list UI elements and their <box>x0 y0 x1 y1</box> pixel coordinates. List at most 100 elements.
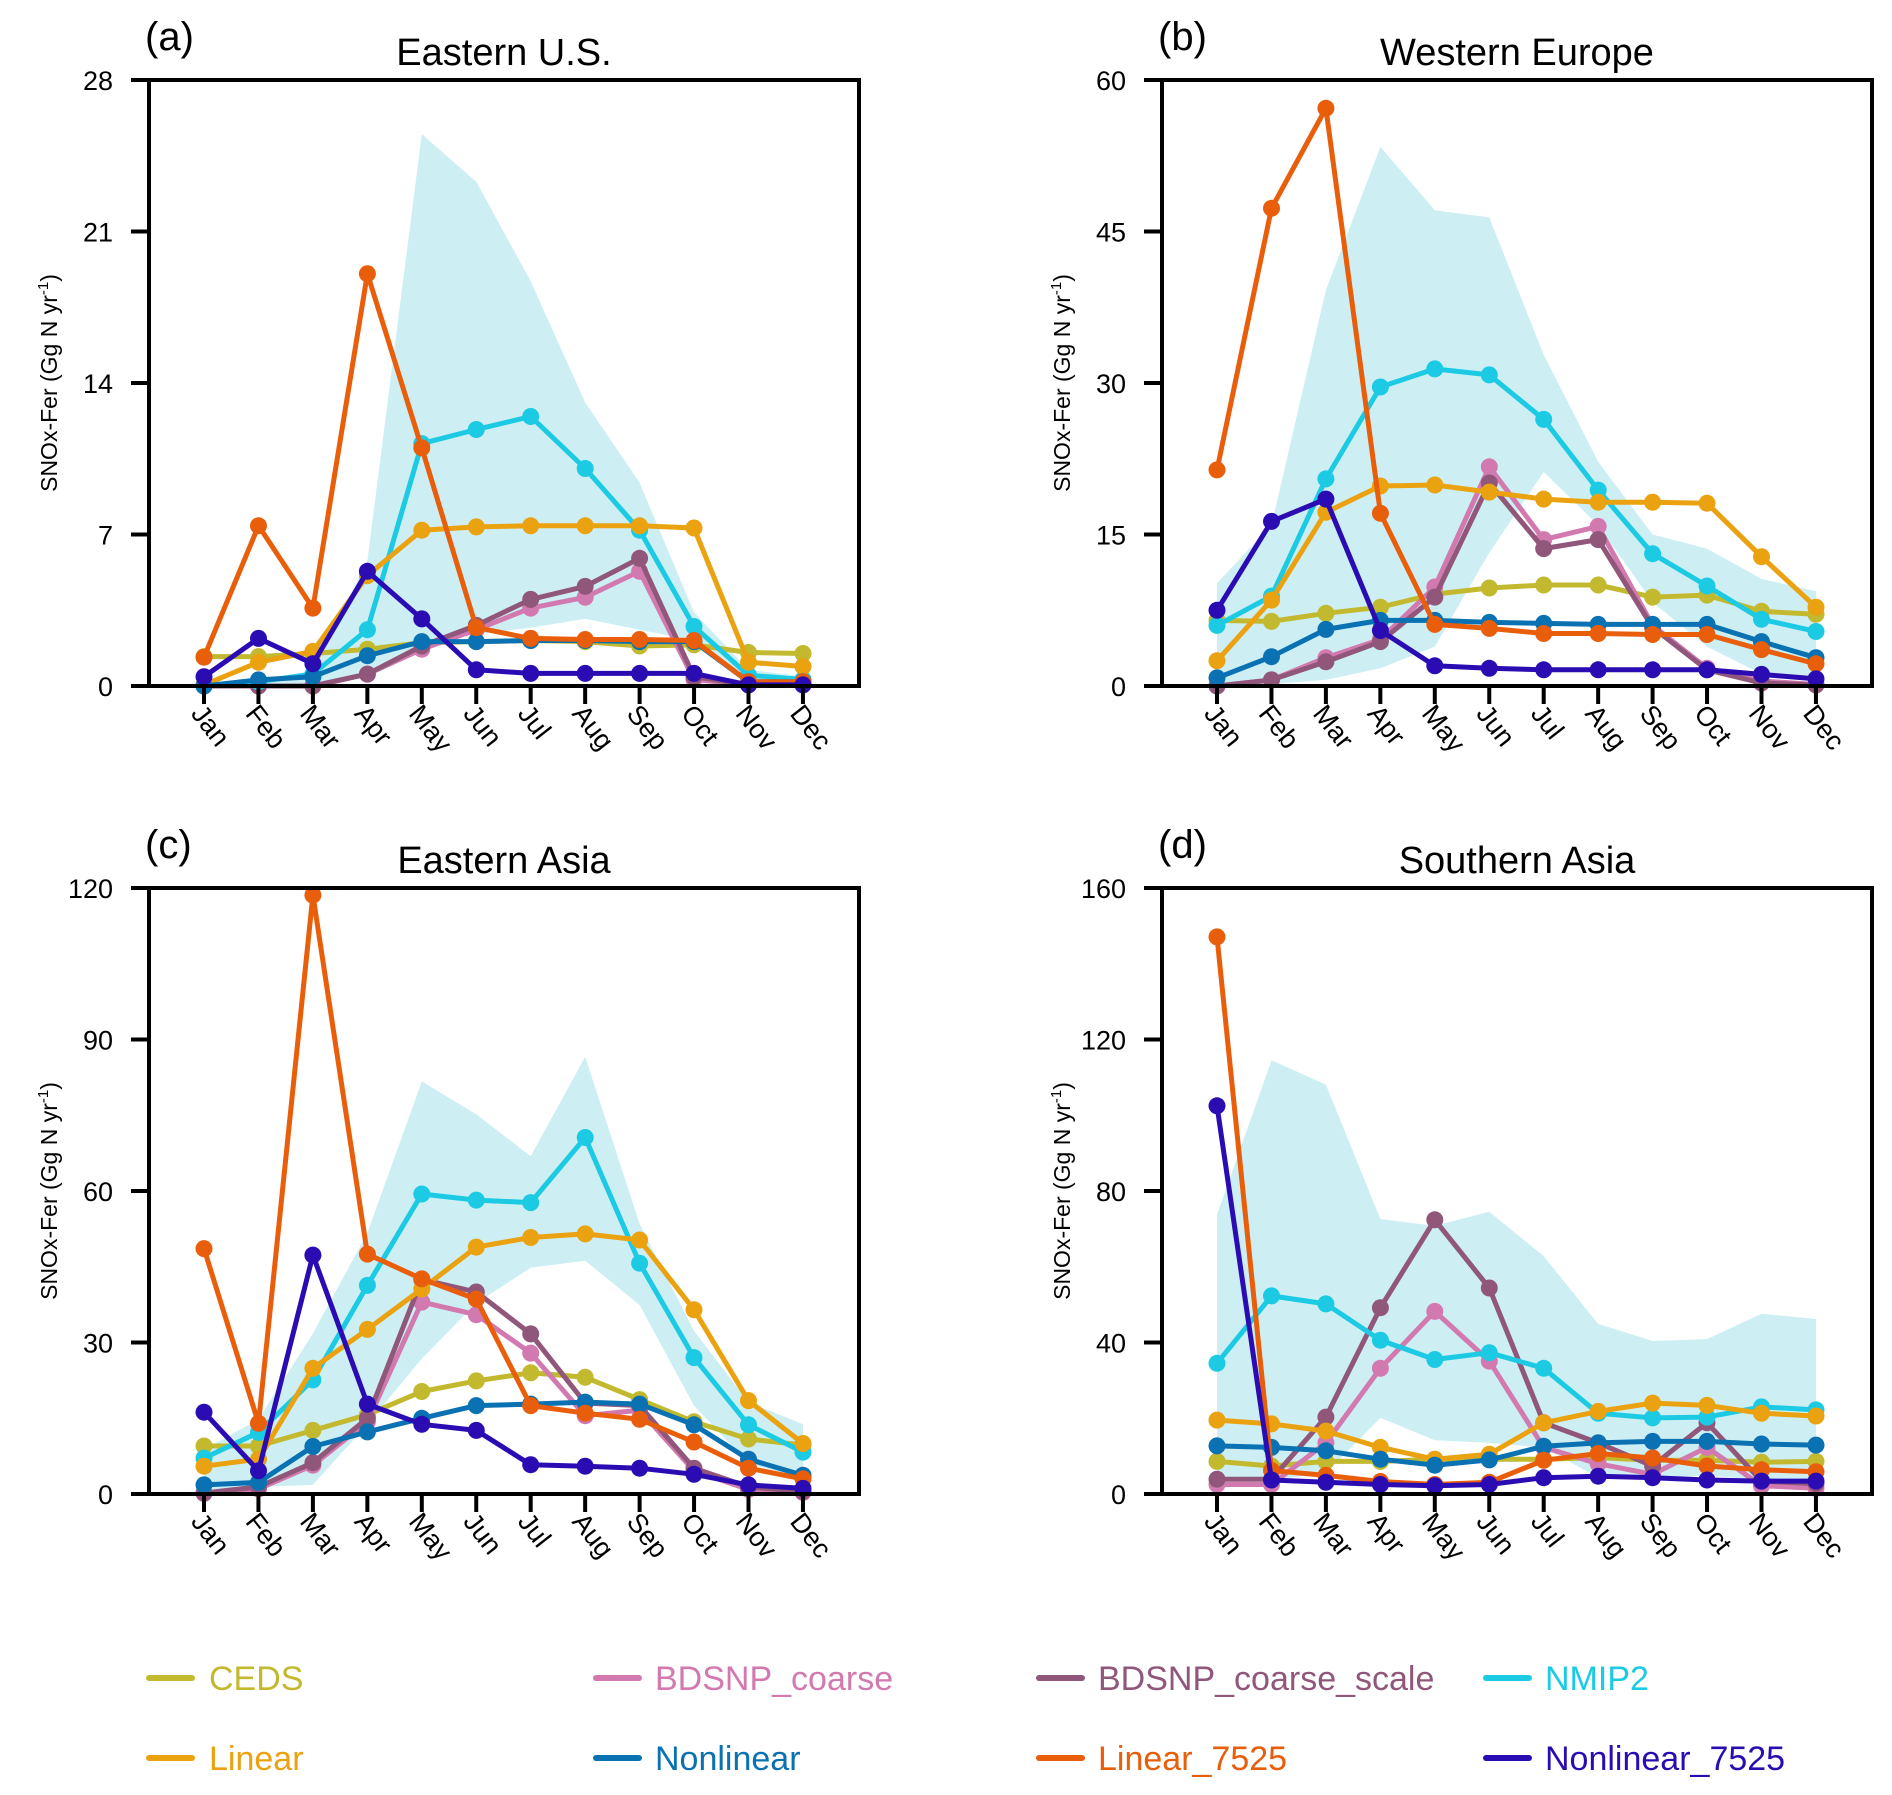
series-line-linear <box>203 1231 805 1469</box>
series-linear-7525 <box>195 886 812 1488</box>
series-nonlinear-7525 <box>195 1246 812 1497</box>
data-point-linear <box>304 1359 322 1377</box>
data-point-linear-7525 <box>740 1459 757 1477</box>
data-point-nonlinear-7525 <box>1644 1469 1662 1487</box>
data-point-nonlinear <box>1753 1435 1770 1453</box>
data-point-linear <box>1535 490 1553 508</box>
data-point-nonlinear <box>467 1397 485 1415</box>
data-point-nmip2 <box>576 460 594 477</box>
series-line-ceds <box>1216 582 1817 624</box>
y-axis-label: SNOx-Fer (Gg N yr-1) <box>35 1082 62 1300</box>
data-point-linear <box>1371 1438 1389 1456</box>
data-point-nonlinear-7525 <box>1807 1472 1825 1490</box>
data-point-nonlinear <box>304 1438 322 1455</box>
data-point-linear-7525 <box>576 1404 594 1422</box>
panel-label: (c) <box>145 823 192 867</box>
data-point-ceds <box>467 1372 485 1390</box>
legend-label: BDSNP_coarse_scale <box>1098 1660 1434 1698</box>
data-point-linear-7525 <box>685 1433 703 1451</box>
y-tick-label: 80 <box>1096 1177 1126 1207</box>
nmip2-range-band <box>204 1056 803 1490</box>
panel-label: (d) <box>1158 823 1207 867</box>
data-point-nonlinear-7525 <box>467 661 485 679</box>
series-line-nonlinear-7525 <box>202 1252 804 1491</box>
data-point-nonlinear-7525 <box>1480 659 1498 677</box>
data-point-bdsnp-coarse <box>1426 1302 1444 1320</box>
data-point-nmip2 <box>358 1276 376 1294</box>
data-point-nonlinear-7525 <box>1208 601 1226 619</box>
data-point-nonlinear-7525 <box>195 668 213 686</box>
data-point-nonlinear <box>685 1416 703 1434</box>
data-point-nonlinear-7525 <box>250 1462 267 1480</box>
data-point-nonlinear <box>304 668 322 686</box>
series-line-nonlinear <box>1216 617 1817 681</box>
series-line-nonlinear-7525 <box>1214 496 1817 682</box>
y-tick-label: 21 <box>83 218 113 248</box>
data-point-nmip2 <box>1371 1331 1389 1349</box>
data-point-linear-7525 <box>195 1240 213 1258</box>
data-point-bdsnp-coarse-scale <box>1317 653 1335 671</box>
data-point-bdsnp-coarse-scale <box>1208 1470 1226 1488</box>
data-point-nmip2 <box>1371 378 1389 396</box>
data-point-bdsnp-coarse <box>413 1293 431 1311</box>
y-axis-label-text: SNOx-Fer (Gg N yr <box>1049 1103 1075 1300</box>
data-point-linear <box>522 1229 540 1246</box>
data-point-bdsnp-coarse-scale <box>358 1409 376 1427</box>
data-point-linear-7525 <box>467 1290 485 1308</box>
data-point-nonlinear <box>467 633 485 651</box>
y-tick-label: 0 <box>98 1480 113 1510</box>
data-point-nonlinear-7525 <box>631 1459 649 1477</box>
legend-label: Linear_7525 <box>1098 1740 1287 1778</box>
data-point-nonlinear <box>1208 1437 1226 1455</box>
data-point-linear <box>522 517 540 535</box>
data-point-nmip2 <box>685 618 703 635</box>
y-tick-label: 0 <box>1111 1480 1126 1510</box>
data-point-bdsnp-coarse-scale <box>576 577 594 595</box>
legend-item-nonlinear-7525: Nonlinear_7525 <box>1483 1740 1785 1778</box>
data-point-bdsnp-coarse-scale <box>358 665 376 683</box>
legend-label: Nonlinear_7525 <box>1545 1740 1785 1778</box>
data-point-linear <box>358 1320 376 1338</box>
data-point-linear-7525 <box>1589 1445 1607 1462</box>
data-point-nmip2 <box>1589 481 1607 499</box>
data-point-ceds <box>1535 576 1553 594</box>
data-point-linear <box>1644 1394 1662 1412</box>
series-line-linear-7525 <box>1214 105 1817 667</box>
data-point-nonlinear <box>631 1395 649 1413</box>
data-point-linear <box>1263 591 1280 609</box>
series-line-linear-7525 <box>201 271 803 685</box>
y-tick-label: 40 <box>1096 1329 1126 1359</box>
y-axis-label: SNOx-Fer (Gg N yr-1) <box>1048 1082 1075 1300</box>
data-point-linear <box>1698 494 1716 512</box>
data-point-bdsnp-coarse-scale <box>1480 1279 1498 1297</box>
data-point-linear-7525 <box>522 1397 540 1415</box>
data-point-nmip2 <box>1426 360 1444 378</box>
data-point-nmip2 <box>1535 1359 1553 1377</box>
data-point-linear <box>1698 1396 1716 1414</box>
data-point-linear <box>631 1231 649 1249</box>
y-axis-label-text: SNOx-Fer (Gg N yr <box>36 1103 62 1300</box>
data-point-nmip2 <box>413 1185 431 1203</box>
data-point-linear-7525 <box>1644 1449 1662 1467</box>
data-point-nonlinear-7525 <box>1644 661 1662 679</box>
data-point-nmip2 <box>685 1349 703 1367</box>
data-point-linear-7525 <box>1371 504 1389 522</box>
data-point-ceds <box>304 1421 322 1439</box>
data-point-nmip2 <box>1263 1287 1280 1305</box>
data-point-nonlinear <box>1371 1450 1389 1468</box>
y-axis-label-sup: -1 <box>35 282 52 295</box>
series-line-linear <box>203 523 804 688</box>
data-point-nonlinear-7525 <box>1317 490 1335 508</box>
data-point-ceds <box>1371 598 1389 616</box>
data-point-nonlinear-7525 <box>1263 512 1280 530</box>
series-linear <box>1208 1394 1825 1468</box>
y-axis-label-text: SNOx-Fer (Gg N yr <box>1049 295 1075 492</box>
y-tick-label: 160 <box>1081 874 1126 904</box>
data-point-nonlinear-7525 <box>1426 1477 1444 1495</box>
panel-title: Eastern U.S. <box>396 32 611 74</box>
data-point-bdsnp-coarse-scale <box>1426 588 1444 606</box>
data-point-nonlinear-7525 <box>304 1246 322 1264</box>
series-line-bdsnp-coarse-scale <box>203 1276 804 1496</box>
data-point-linear <box>576 517 594 535</box>
